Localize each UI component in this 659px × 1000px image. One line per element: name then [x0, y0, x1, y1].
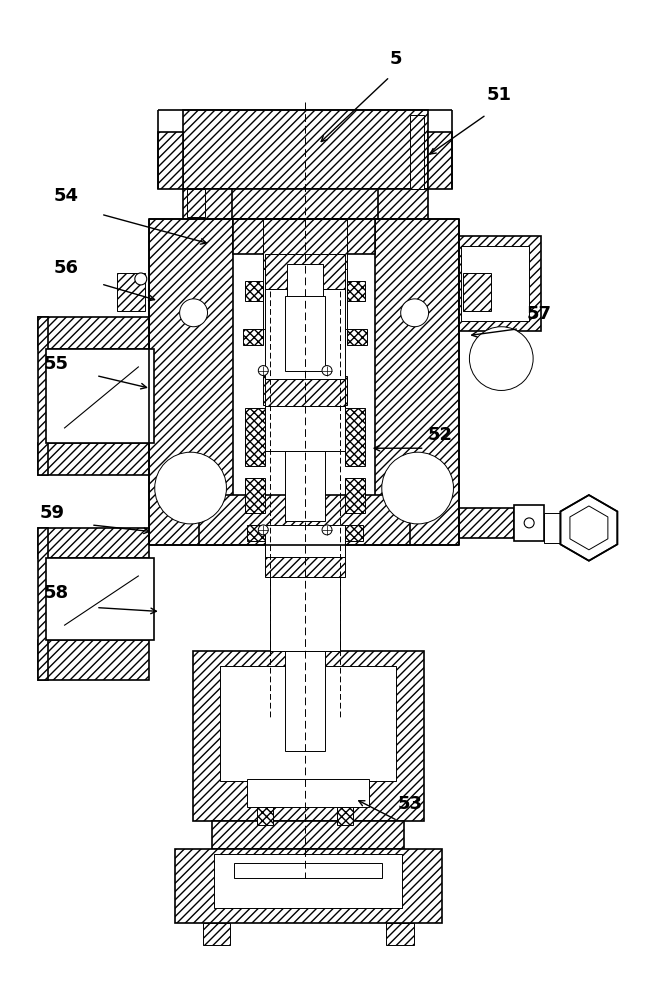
Circle shape: [135, 273, 147, 285]
Bar: [337, 807, 353, 825]
Bar: [208, 189, 403, 219]
Bar: [149, 219, 233, 545]
Bar: [38, 528, 149, 558]
Bar: [266, 406, 345, 451]
Polygon shape: [570, 506, 608, 550]
Bar: [347, 281, 365, 301]
Circle shape: [524, 518, 534, 528]
Text: 53: 53: [398, 795, 422, 813]
Bar: [38, 640, 149, 680]
Bar: [221, 666, 395, 781]
Bar: [266, 525, 345, 557]
Bar: [158, 132, 183, 189]
Text: 55: 55: [43, 355, 69, 373]
Bar: [214, 854, 402, 908]
Bar: [461, 246, 529, 321]
Text: 56: 56: [53, 259, 78, 277]
Bar: [46, 558, 154, 640]
Bar: [212, 821, 404, 849]
Bar: [46, 349, 154, 443]
Bar: [38, 317, 48, 475]
Bar: [202, 923, 231, 945]
Text: 52: 52: [428, 426, 453, 444]
Bar: [287, 264, 323, 334]
Bar: [564, 510, 614, 546]
Bar: [243, 329, 264, 345]
Bar: [247, 525, 266, 541]
Bar: [175, 849, 442, 923]
Bar: [264, 376, 347, 405]
Bar: [233, 219, 375, 254]
Bar: [257, 807, 273, 825]
Bar: [266, 557, 345, 577]
Bar: [245, 408, 266, 466]
Bar: [38, 317, 149, 349]
Bar: [285, 651, 325, 751]
Bar: [285, 296, 325, 371]
Bar: [266, 289, 345, 379]
Bar: [245, 281, 264, 301]
Bar: [264, 269, 347, 329]
Bar: [345, 478, 365, 513]
Bar: [544, 513, 564, 543]
Bar: [192, 651, 424, 821]
Polygon shape: [560, 495, 617, 561]
Bar: [264, 219, 347, 269]
Bar: [410, 115, 424, 189]
Text: 51: 51: [486, 86, 511, 104]
Circle shape: [469, 327, 533, 390]
Text: 54: 54: [53, 187, 78, 205]
Bar: [345, 408, 365, 466]
Bar: [347, 329, 367, 345]
Bar: [463, 273, 492, 311]
Bar: [198, 495, 410, 545]
Text: 57: 57: [526, 305, 551, 323]
Bar: [459, 508, 514, 538]
Bar: [245, 478, 266, 513]
Bar: [235, 863, 382, 878]
Circle shape: [180, 299, 208, 327]
Circle shape: [382, 452, 453, 524]
Bar: [556, 495, 621, 561]
Text: 58: 58: [43, 584, 69, 602]
Circle shape: [258, 525, 268, 535]
Bar: [38, 443, 149, 475]
Bar: [270, 577, 340, 651]
Bar: [266, 379, 345, 406]
Bar: [514, 505, 544, 541]
Bar: [183, 110, 428, 189]
Text: 5: 5: [389, 50, 402, 68]
Bar: [266, 254, 345, 289]
Bar: [375, 219, 459, 545]
Circle shape: [401, 299, 428, 327]
Bar: [38, 528, 48, 680]
Bar: [345, 525, 363, 541]
Bar: [428, 132, 453, 189]
Bar: [378, 189, 428, 239]
Circle shape: [322, 525, 332, 535]
Bar: [117, 273, 145, 311]
Bar: [285, 451, 325, 521]
Circle shape: [322, 366, 332, 376]
Circle shape: [155, 452, 227, 524]
Bar: [186, 189, 204, 217]
Bar: [183, 189, 233, 239]
Bar: [247, 779, 369, 807]
Circle shape: [258, 366, 268, 376]
Bar: [386, 923, 414, 945]
Text: 59: 59: [40, 504, 64, 522]
Bar: [459, 236, 541, 331]
